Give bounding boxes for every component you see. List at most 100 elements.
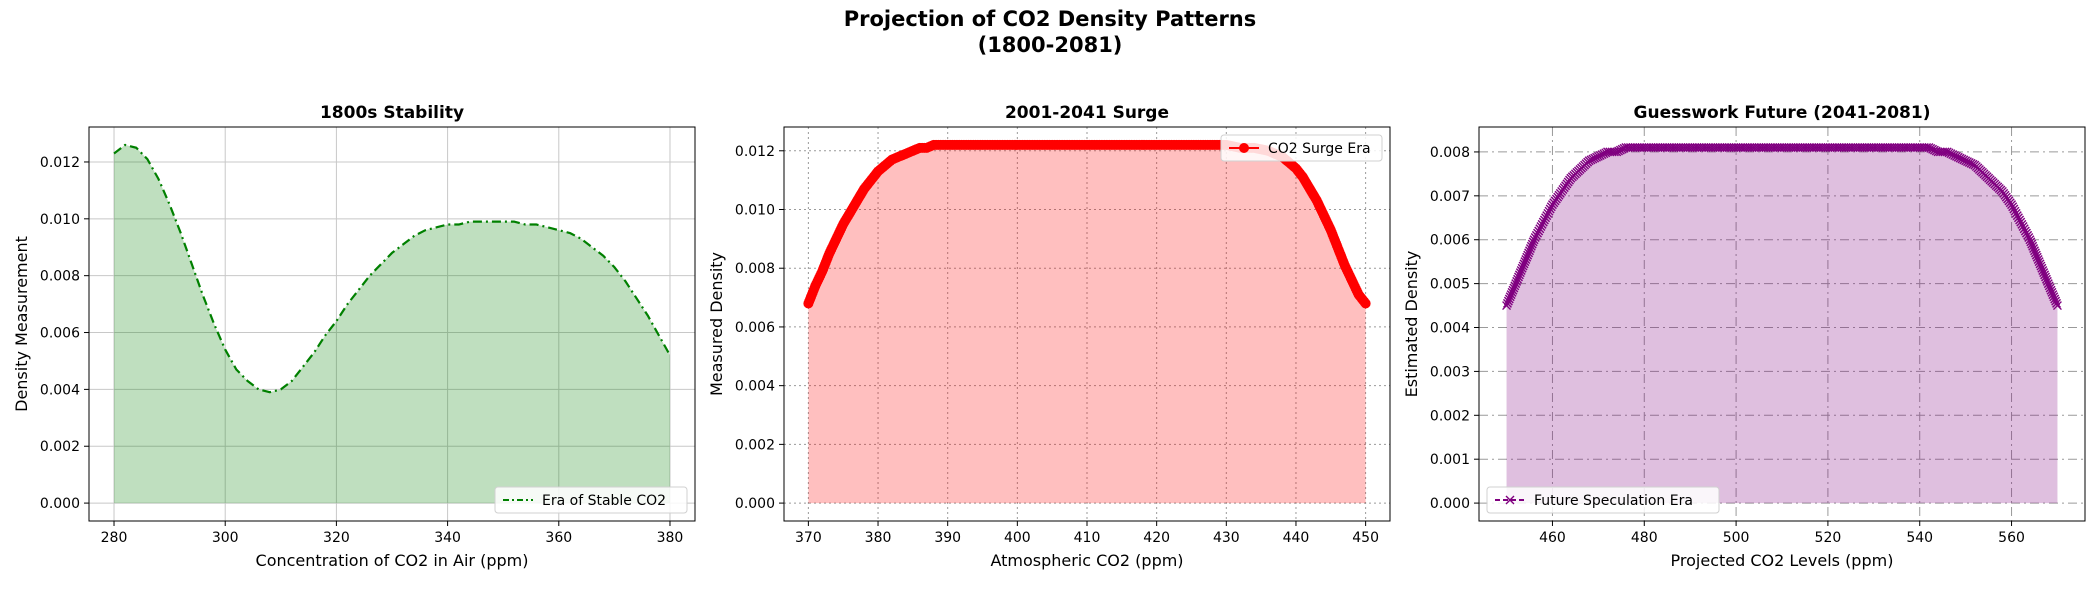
y-tick-label: 0.004 bbox=[735, 379, 775, 395]
data-point bbox=[2009, 204, 2019, 214]
y-tick-label: 0.007 bbox=[1430, 189, 1470, 205]
chart-2: 370 380 390 400 410 420 430 440 450 0.000 0.002 0.0… bbox=[707, 103, 1391, 570]
x-tick-label: 500 bbox=[1723, 530, 1750, 546]
data-point bbox=[1538, 217, 1548, 227]
data-point bbox=[1530, 233, 1540, 243]
data-point bbox=[2018, 222, 2028, 232]
x-tick-label: 320 bbox=[323, 530, 350, 546]
x-tick-label: 520 bbox=[1815, 530, 1842, 546]
data-point bbox=[2010, 206, 2020, 216]
data-point bbox=[2023, 230, 2033, 240]
x-axis-label: Projected CO2 Levels (ppm) bbox=[1671, 551, 1894, 570]
series-line bbox=[113, 143, 671, 394]
data-point bbox=[2017, 219, 2027, 229]
data-point bbox=[2007, 200, 2017, 210]
series-markers bbox=[1502, 143, 2062, 311]
legend: Era of Stable CO2 bbox=[494, 486, 688, 514]
x-tick-label: 440 bbox=[1283, 530, 1310, 546]
y-tick-label: 0.010 bbox=[40, 212, 80, 228]
y-axis-label: Estimated Density bbox=[1402, 251, 1421, 398]
chart-1: 280 300 320 340 360 380 0.000 0.002 0.004 0.006 0.… bbox=[12, 103, 696, 570]
chart-title: 1800s Stability bbox=[320, 103, 464, 123]
y-tick-label: 0.000 bbox=[40, 496, 80, 512]
x-tick-label: 390 bbox=[934, 530, 961, 546]
y-tick-label: 0.003 bbox=[1430, 364, 1470, 380]
data-point bbox=[1531, 230, 1541, 240]
x-tick-label: 360 bbox=[545, 530, 572, 546]
data-point bbox=[1535, 224, 1545, 234]
data-point bbox=[1539, 215, 1549, 225]
data-point bbox=[1541, 213, 1551, 223]
data-point bbox=[2020, 226, 2030, 236]
x-tick-label: 420 bbox=[1143, 530, 1170, 546]
y-tick-label: 0.000 bbox=[1430, 496, 1470, 512]
y-tick-label: 0.005 bbox=[1430, 277, 1470, 293]
x-tick-label: 370 bbox=[795, 530, 822, 546]
legend-label: CO2 Surge Era bbox=[1268, 141, 1371, 157]
chart-3: 460 480 500 520 540 560 0.000 0.001 0.002 0.003 0.… bbox=[1402, 103, 2086, 570]
series-area-fill bbox=[114, 144, 670, 504]
x-tick-label: 340 bbox=[434, 530, 461, 546]
legend-box bbox=[494, 486, 688, 514]
ticks: 370 380 390 400 410 420 430 440 450 0.000 0.002 0.0… bbox=[735, 144, 1379, 546]
y-tick-label: 0.006 bbox=[735, 320, 775, 336]
ticks: 280 300 320 340 360 380 0.000 0.002 0.004 0.006 0.… bbox=[40, 155, 683, 546]
data-point bbox=[1542, 211, 1552, 221]
grid bbox=[784, 127, 1390, 521]
y-axis-label: Density Measurement bbox=[12, 236, 31, 412]
data-point bbox=[2016, 217, 2026, 227]
y-tick-label: 0.001 bbox=[1430, 452, 1470, 468]
y-axis-label: Measured Density bbox=[707, 252, 726, 396]
x-tick-label: 380 bbox=[865, 530, 892, 546]
y-tick-label: 0.004 bbox=[40, 382, 80, 398]
y-tick-label: 0.002 bbox=[1430, 408, 1470, 424]
data-point bbox=[2011, 208, 2021, 218]
data-point bbox=[1536, 222, 1546, 232]
legend-marker-swatch bbox=[1239, 143, 1249, 153]
x-tick-label: 280 bbox=[101, 530, 128, 546]
x-tick-label: 300 bbox=[212, 530, 239, 546]
x-tick-label: 380 bbox=[657, 530, 684, 546]
y-tick-label: 0.008 bbox=[40, 269, 80, 285]
data-point bbox=[1534, 226, 1544, 236]
data-point bbox=[2019, 224, 2029, 234]
x-tick-label: 480 bbox=[1631, 530, 1658, 546]
data-point bbox=[1537, 219, 1547, 229]
y-tick-label: 0.006 bbox=[40, 326, 80, 342]
x-axis-label: Concentration of CO2 in Air (ppm) bbox=[256, 551, 529, 570]
legend-label: Era of Stable CO2 bbox=[542, 493, 666, 509]
data-point bbox=[2052, 298, 2062, 308]
x-tick-label: 540 bbox=[1906, 530, 1933, 546]
data-point bbox=[1360, 298, 1371, 309]
data-point bbox=[1543, 208, 1553, 218]
x-tick-label: 410 bbox=[1074, 530, 1101, 546]
data-point bbox=[2015, 215, 2025, 225]
chart-title: 2001-2041 Surge bbox=[1005, 103, 1169, 123]
data-point bbox=[1533, 228, 1543, 238]
legend-marker-swatch bbox=[1505, 495, 1515, 505]
x-tick-label: 560 bbox=[1998, 530, 2025, 546]
y-tick-label: 0.012 bbox=[40, 155, 80, 171]
y-tick-label: 0.002 bbox=[735, 437, 775, 453]
data-point bbox=[2052, 301, 2062, 311]
data-point bbox=[2021, 228, 2031, 238]
data-point bbox=[2013, 213, 2023, 223]
y-tick-label: 0.012 bbox=[735, 144, 775, 160]
series-area-fill bbox=[808, 144, 1366, 504]
figure-title: Projection of CO2 Density Patterns (1800… bbox=[0, 6, 2100, 58]
figure-title-line-1: Projection of CO2 Density Patterns bbox=[843, 7, 1257, 31]
data-point bbox=[2008, 202, 2018, 212]
legend-box bbox=[1486, 486, 1720, 514]
legend-label: Future Speculation Era bbox=[1534, 493, 1693, 509]
x-tick-label: 450 bbox=[1352, 530, 1379, 546]
data-point bbox=[2024, 233, 2034, 243]
axes-frame bbox=[1478, 126, 2086, 522]
data-point bbox=[1544, 206, 1554, 216]
y-tick-label: 0.008 bbox=[735, 261, 775, 277]
data-point bbox=[2012, 211, 2022, 221]
y-tick-label: 0.006 bbox=[1430, 233, 1470, 249]
y-tick-label: 0.002 bbox=[40, 439, 80, 455]
x-axis-label: Atmospheric CO2 (ppm) bbox=[990, 551, 1183, 570]
